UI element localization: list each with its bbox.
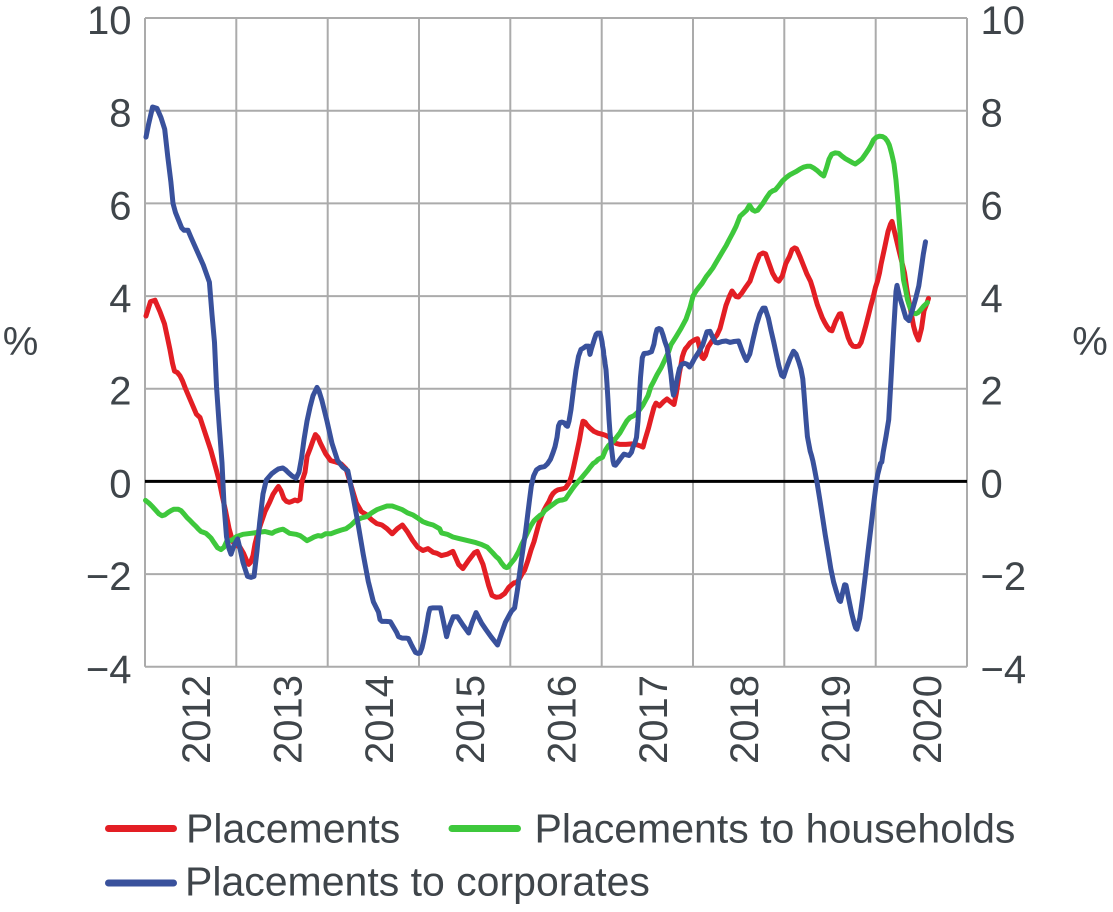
- svg-text:%: %: [3, 320, 39, 364]
- svg-text:2014: 2014: [358, 675, 402, 764]
- svg-text:2018: 2018: [723, 675, 767, 764]
- svg-text:2: 2: [981, 370, 1003, 414]
- svg-text:4: 4: [981, 277, 1003, 321]
- svg-text:−4: −4: [981, 648, 1027, 692]
- svg-text:−4: −4: [86, 648, 132, 692]
- svg-text:2020: 2020: [906, 675, 950, 764]
- svg-text:2012: 2012: [175, 675, 219, 764]
- svg-text:Placements to corporates: Placements to corporates: [185, 859, 650, 905]
- svg-text:8: 8: [109, 92, 131, 136]
- svg-text:4: 4: [109, 277, 131, 321]
- svg-text:Placements: Placements: [186, 806, 400, 852]
- svg-text:−2: −2: [86, 555, 132, 599]
- svg-text:10: 10: [981, 0, 1026, 43]
- svg-text:2016: 2016: [541, 675, 585, 764]
- svg-text:0: 0: [109, 462, 131, 506]
- svg-text:0: 0: [981, 462, 1003, 506]
- svg-text:2017: 2017: [632, 675, 676, 764]
- svg-text:Placements to households: Placements to households: [535, 806, 1016, 852]
- svg-text:−2: −2: [981, 555, 1027, 599]
- svg-text:2019: 2019: [815, 675, 859, 764]
- svg-text:6: 6: [109, 184, 131, 228]
- svg-text:2: 2: [109, 370, 131, 414]
- svg-text:2013: 2013: [267, 675, 311, 764]
- svg-text:8: 8: [981, 92, 1003, 136]
- svg-text:10: 10: [87, 0, 132, 43]
- svg-text:%: %: [1072, 320, 1108, 364]
- svg-text:2015: 2015: [449, 675, 493, 764]
- svg-text:6: 6: [981, 184, 1003, 228]
